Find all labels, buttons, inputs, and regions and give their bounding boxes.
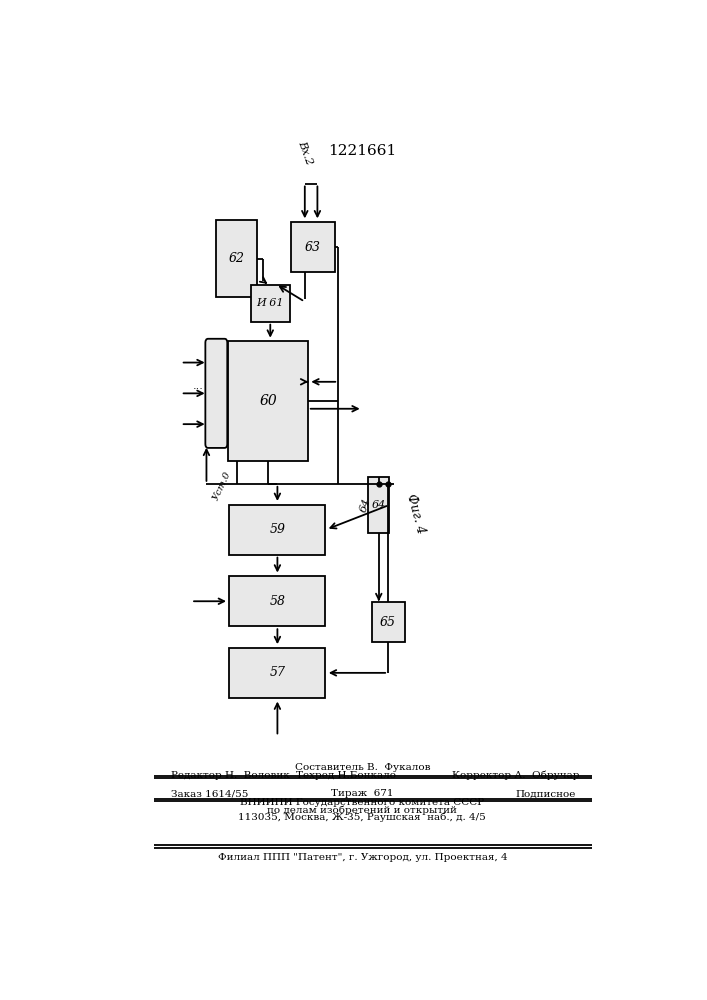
Text: ...: ... bbox=[193, 381, 204, 391]
Text: Вх.2: Вх.2 bbox=[296, 139, 314, 166]
Bar bbox=[368, 477, 389, 533]
Text: 57: 57 bbox=[269, 666, 286, 679]
Text: 1221661: 1221661 bbox=[328, 144, 397, 158]
Text: 113035, Москва, Ж-35, Раушская  наб., д. 4/5: 113035, Москва, Ж-35, Раушская наб., д. … bbox=[238, 813, 486, 822]
Text: Тираж  671: Тираж 671 bbox=[331, 789, 394, 798]
Bar bbox=[250, 285, 290, 322]
FancyBboxPatch shape bbox=[205, 339, 227, 448]
Text: по делам изобретений и открытий: по делам изобретений и открытий bbox=[267, 805, 457, 815]
Text: Техред Н.Бонкало: Техред Н.Бонкало bbox=[296, 771, 396, 780]
Text: 60: 60 bbox=[259, 394, 277, 408]
Bar bbox=[230, 576, 325, 626]
Text: Уст.0: Уст.0 bbox=[211, 470, 232, 502]
Text: Заказ 1614/55: Заказ 1614/55 bbox=[170, 789, 248, 798]
Bar bbox=[230, 648, 325, 698]
Text: Филиал ППП "Патент", г. Ужгород, ул. Проектная, 4: Филиал ППП "Патент", г. Ужгород, ул. Про… bbox=[218, 853, 507, 862]
Text: И 61: И 61 bbox=[257, 298, 284, 308]
Bar bbox=[372, 602, 404, 642]
Bar bbox=[230, 505, 325, 555]
Bar bbox=[228, 341, 308, 461]
Text: 63: 63 bbox=[305, 241, 321, 254]
Text: Составитель В.  Фукалов: Составитель В. Фукалов bbox=[295, 763, 430, 772]
Text: 64: 64 bbox=[372, 500, 386, 510]
Bar bbox=[291, 222, 335, 272]
Text: 62: 62 bbox=[228, 252, 245, 265]
Text: Подписное: Подписное bbox=[516, 789, 576, 798]
Bar bbox=[216, 220, 257, 297]
Text: Редактор Н.  Воловик: Редактор Н. Воловик bbox=[170, 771, 289, 780]
Text: Корректор А.  Обручар: Корректор А. Обручар bbox=[452, 771, 580, 780]
Text: 65: 65 bbox=[380, 616, 396, 629]
Text: 58: 58 bbox=[269, 595, 286, 608]
Text: 64: 64 bbox=[358, 497, 372, 513]
Text: ВНИИПИ Государственного комитета СССР: ВНИИПИ Государственного комитета СССР bbox=[240, 798, 484, 807]
Text: Фиг. 4: Фиг. 4 bbox=[404, 493, 428, 536]
Text: 59: 59 bbox=[269, 523, 286, 536]
